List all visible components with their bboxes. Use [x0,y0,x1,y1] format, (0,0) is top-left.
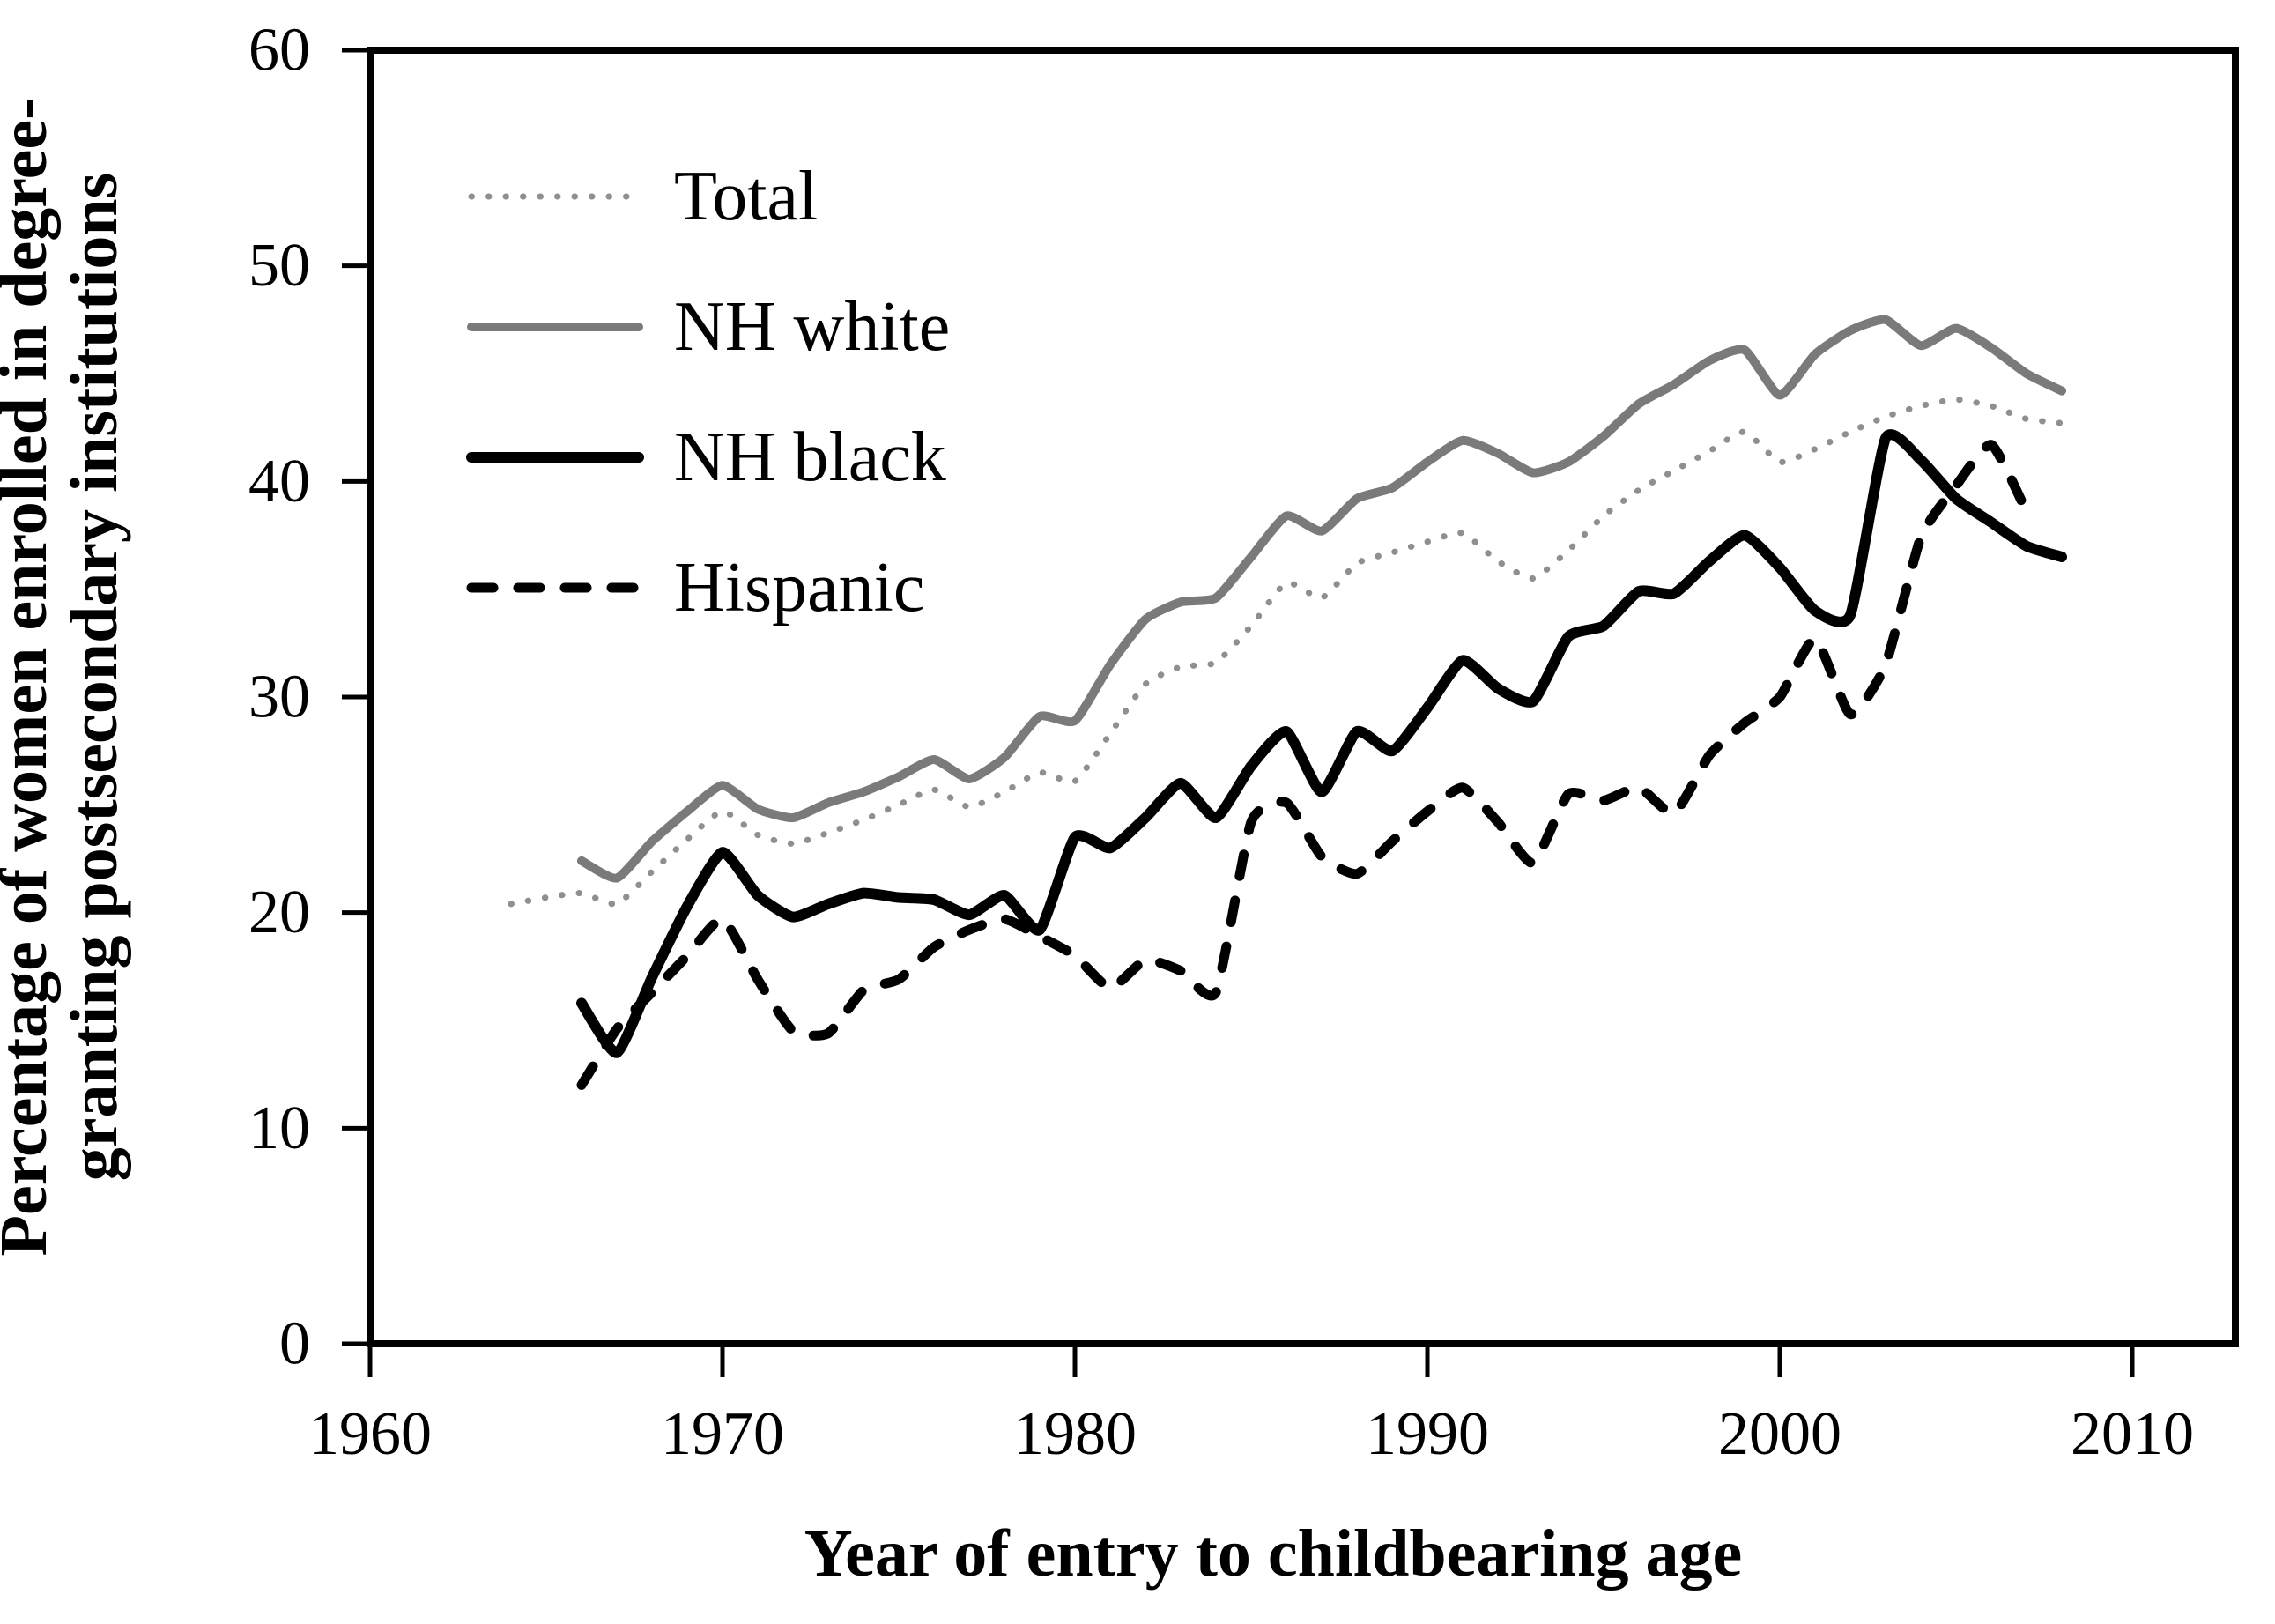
plot-area [367,47,2239,1347]
x-axis-ticks: 1960 1970 1980 1990 2000 2010 [308,1344,2194,1468]
y-tick-label: 30 [248,664,310,731]
x-tick-label: 1970 [661,1400,784,1468]
x-tick-label: 1980 [1013,1400,1137,1468]
y-tick-label: 60 [248,17,310,85]
legend-row-hispanic: Hispanic [466,549,924,627]
y-axis-title-line2: granting postsecondary institutions [57,173,131,1181]
legend-row-total: Total [468,158,818,235]
y-tick-label: 10 [248,1094,310,1162]
legend-label-nh-white: NH white [674,288,950,366]
y-tick-label: 20 [248,879,310,946]
legend-row-nh-white: NH white [467,288,950,366]
x-axis-title: Year of entry to childbearing age [804,1516,1743,1591]
x-tick-label: 2010 [2071,1400,2194,1468]
legend: Total NH white NH black Hispanic [466,158,950,627]
series-line-hispanic [576,440,2032,1090]
y-axis-ticks: 0 10 20 30 40 50 60 [248,17,370,1378]
y-tick-label: 50 [248,232,310,300]
legend-label-total: Total [674,158,818,235]
legend-label-hispanic: Hispanic [674,549,924,627]
x-tick-label: 1990 [1366,1400,1489,1468]
series-line-nh-white [577,315,2066,883]
series-line-nh-black [576,429,2067,1058]
legend-row-nh-black: NH black [466,419,946,496]
y-tick-label: 40 [248,448,310,515]
y-tick-label: 0 [279,1310,310,1378]
legend-label-nh-black: NH black [674,419,946,496]
x-tick-label: 1960 [308,1400,432,1468]
series-lines [508,315,2067,1090]
x-tick-label: 2000 [1718,1400,1841,1468]
y-axis-title-line1: Percentage of women enrolled in degree- [0,98,61,1257]
